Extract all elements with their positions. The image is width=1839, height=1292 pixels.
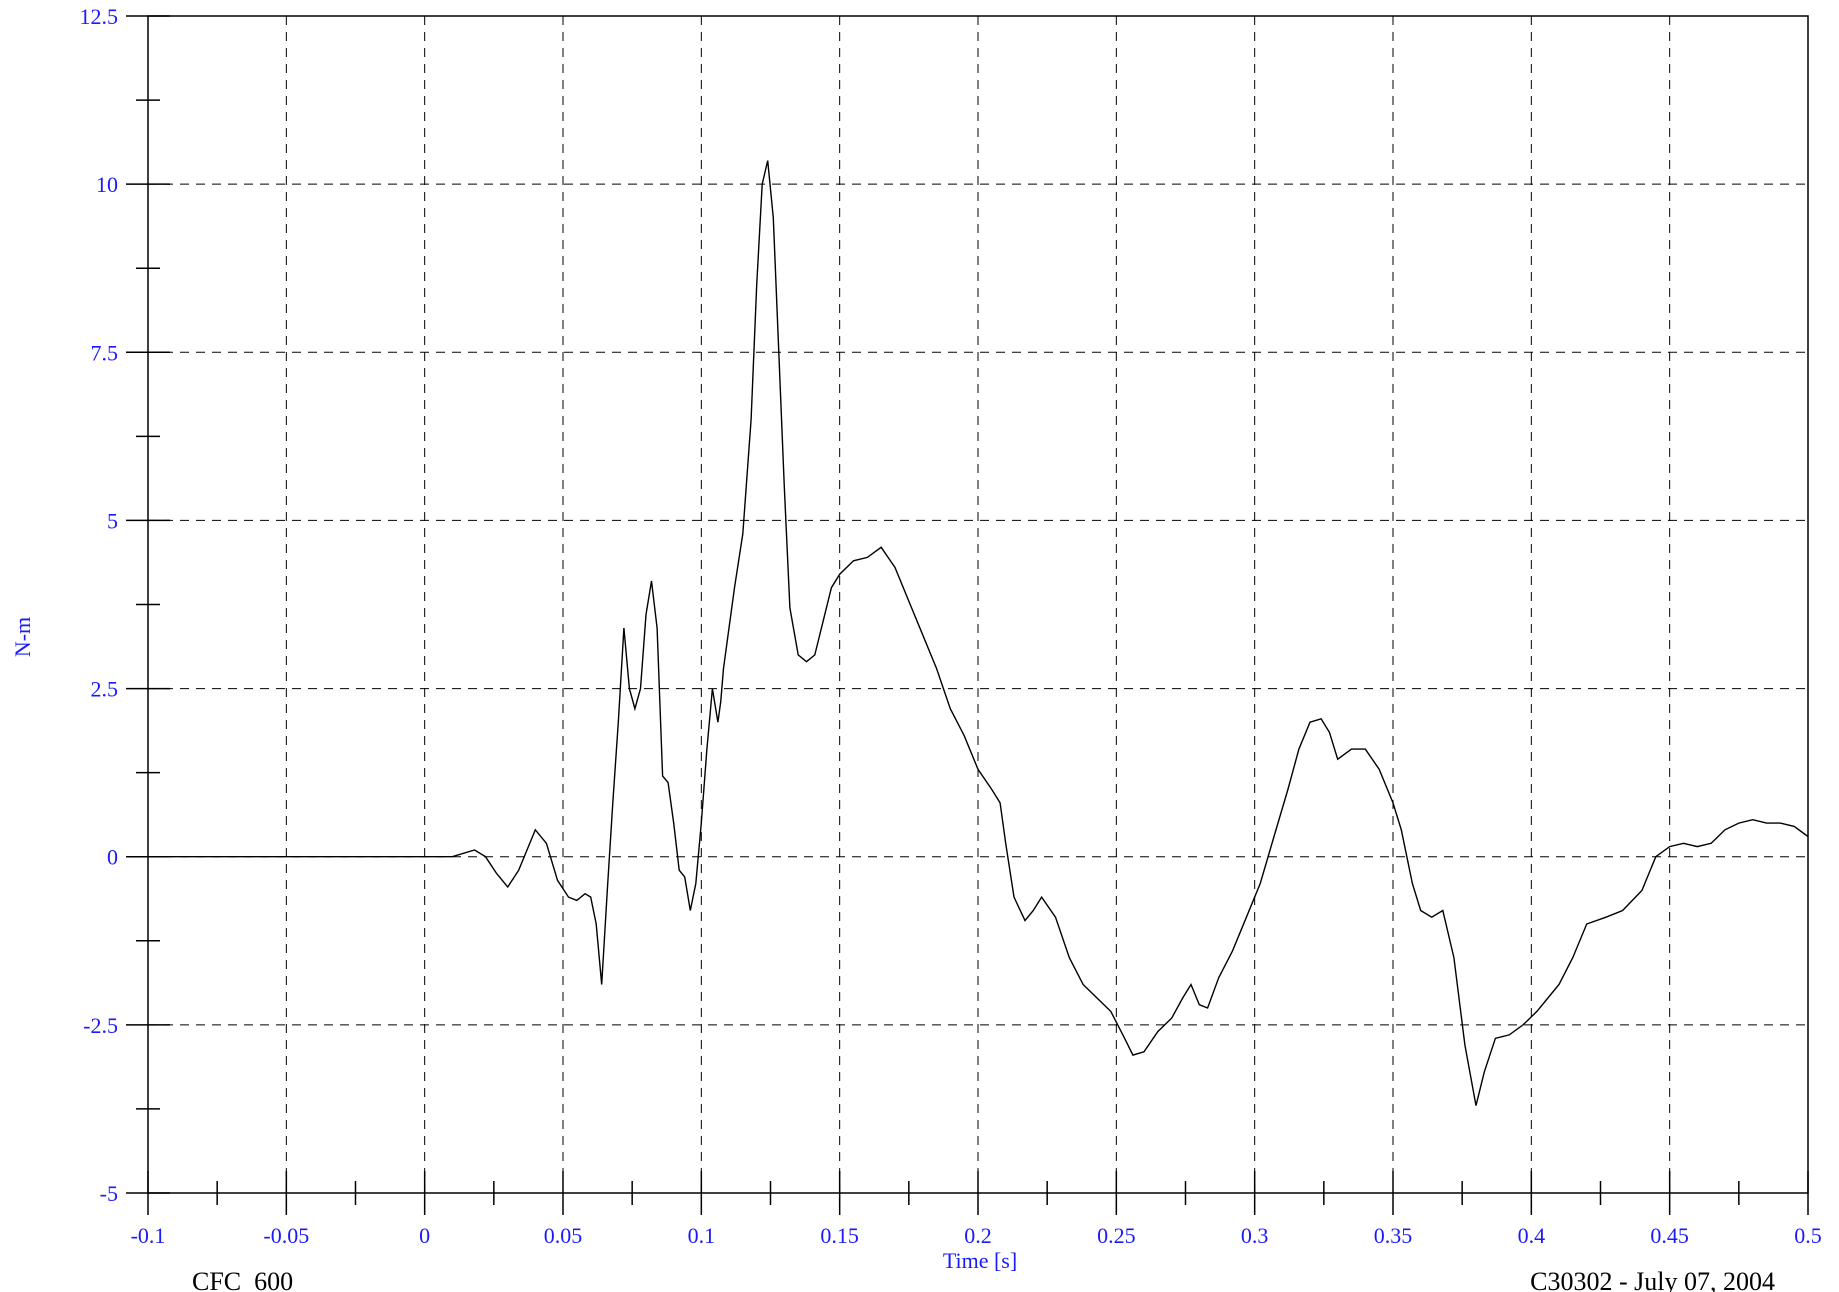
- x-tick-label: 0.4: [1518, 1223, 1546, 1248]
- y-tick-labels: -5 -2.5 0 2.5 5 7.5 10 12.5: [80, 4, 119, 1206]
- y-tick-label: 0: [107, 845, 118, 870]
- x-tick-label: 0: [419, 1223, 430, 1248]
- x-tick-label: -0.05: [263, 1223, 309, 1248]
- y-tick-label: 7.5: [91, 340, 119, 365]
- x-tick-label: 0.2: [964, 1223, 992, 1248]
- footer-right-label: C30302 - July 07, 2004: [1530, 1267, 1775, 1292]
- series-group: [148, 160, 1809, 1106]
- y-tick-label: 10: [96, 172, 118, 197]
- series-line: [148, 160, 1809, 1106]
- x-tick-label: 0.45: [1650, 1223, 1689, 1248]
- y-axis-title: N-m: [10, 617, 35, 657]
- x-axis-title: Time [s]: [943, 1248, 1017, 1273]
- y-tick-label: 2.5: [91, 677, 119, 702]
- footer-left-label: CFC_600: [192, 1267, 293, 1292]
- x-tick-label: 0.1: [688, 1223, 716, 1248]
- x-tick-label: 0.35: [1374, 1223, 1413, 1248]
- x-tick-label: -0.1: [131, 1223, 166, 1248]
- y-tick-label: -2.5: [83, 1013, 118, 1038]
- x-tick-label: 0.3: [1241, 1223, 1269, 1248]
- x-tick-label: 0.25: [1097, 1223, 1136, 1248]
- y-tick-label: 5: [107, 508, 118, 533]
- y-tick-label: -5: [100, 1181, 118, 1206]
- grid: [148, 16, 1808, 1193]
- y-tick-label: 12.5: [80, 4, 119, 29]
- x-tick-label: 0.5: [1794, 1223, 1822, 1248]
- x-tick-label: 0.05: [544, 1223, 583, 1248]
- x-tick-label: 0.15: [820, 1223, 859, 1248]
- x-tick-labels: -0.1 -0.05 0 0.05 0.1 0.15 0.2 0.25 0.3 0.35 0.4 0.…: [131, 1223, 1822, 1248]
